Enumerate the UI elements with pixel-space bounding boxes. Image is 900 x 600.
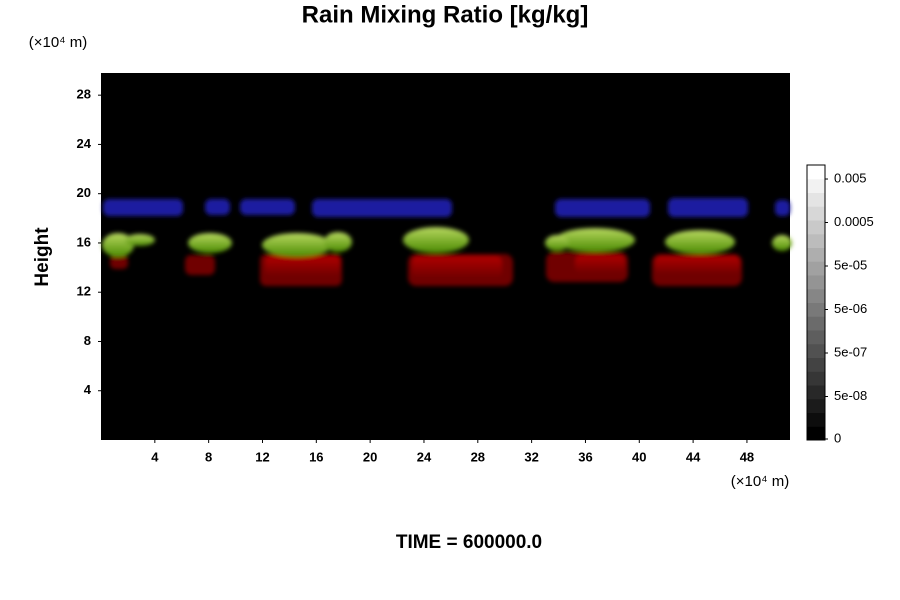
- y-tick-label: 4: [84, 382, 92, 397]
- colorbar-band: [807, 371, 825, 386]
- x-tick-label: 48: [740, 449, 754, 464]
- x-tick-label: 24: [417, 449, 432, 464]
- field: [102, 198, 792, 286]
- x-tick-label: 16: [309, 449, 323, 464]
- y-tick-label: 16: [77, 234, 91, 249]
- colorbar-band: [807, 206, 825, 221]
- x-tick-label: 44: [686, 449, 701, 464]
- y-tick-label: 12: [77, 284, 91, 299]
- x-tick-label: 8: [205, 449, 212, 464]
- colorbar-tick-label: 5e-06: [834, 301, 867, 316]
- colorbar-band: [807, 165, 825, 180]
- colorbar-band: [807, 398, 825, 413]
- colorbar-tick-label: 5e-08: [834, 388, 867, 403]
- colorbar-band: [807, 220, 825, 235]
- colorbar-band: [807, 426, 825, 441]
- colorbar: 0 5e-08 5e-07 5e-06 5e-05 0.0005 0.005: [806, 164, 874, 445]
- colorbar-frame: [806, 164, 826, 441]
- y-tick-label: 28: [77, 87, 91, 102]
- x-tick-label: 20: [363, 449, 377, 464]
- colorbar-band: [807, 261, 825, 276]
- colorbar-band: [807, 302, 825, 317]
- y-unit: (×10⁴ m): [29, 34, 88, 51]
- colorbar-tick-label: 0.005: [834, 170, 867, 185]
- x-tick-label: 40: [632, 449, 646, 464]
- colorbar-band: [807, 385, 825, 400]
- footer-time: TIME = 600000.0: [396, 532, 542, 553]
- colorbar-tick-label: 5e-07: [834, 344, 867, 359]
- colorbar-band: [807, 343, 825, 358]
- colorbar-band: [807, 233, 825, 248]
- colorbar-tick-label: 0.0005: [834, 214, 874, 229]
- x-unit: (×10⁴ m): [731, 473, 790, 490]
- colorbar-band: [807, 357, 825, 372]
- chart-title: Rain Mixing Ratio [kg/kg]: [302, 1, 589, 28]
- y-tick-label: 20: [77, 185, 91, 200]
- x-tick-label: 36: [578, 449, 592, 464]
- colorbar-band: [807, 288, 825, 303]
- x-tick-label: 28: [471, 449, 485, 464]
- colorbar-band: [807, 178, 825, 193]
- colorbar-band: [807, 330, 825, 345]
- y-tick-label: 8: [84, 333, 91, 348]
- colorbar-band: [807, 275, 825, 290]
- x-tick-label: 32: [524, 449, 538, 464]
- colorbar-band: [807, 247, 825, 262]
- x-tick-label: 4: [151, 449, 159, 464]
- y-tick-label: 24: [77, 136, 92, 151]
- colorbar-band: [807, 412, 825, 427]
- colorbar-tick-label: 0: [834, 430, 841, 445]
- x-tick-label: 12: [255, 449, 269, 464]
- colorbar-tick-label: 5e-05: [834, 257, 867, 272]
- colorbar-band: [807, 192, 825, 207]
- colorbar-band: [807, 316, 825, 331]
- y-axis-label: Height: [32, 227, 53, 287]
